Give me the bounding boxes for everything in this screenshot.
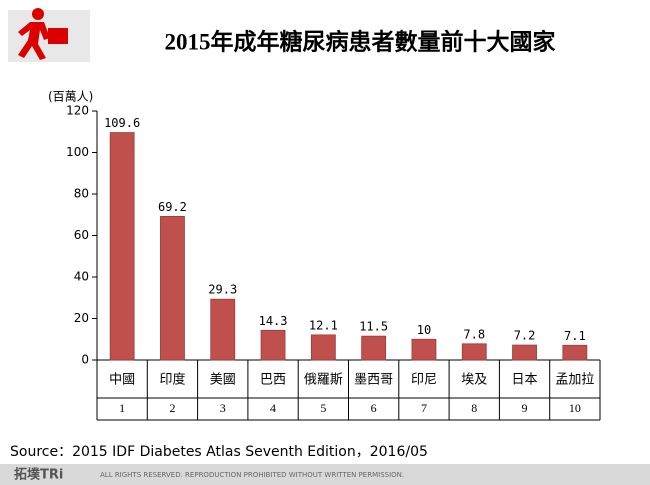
y-tick-label: 40 <box>74 270 89 284</box>
x-tick-label: 俄羅斯 <box>304 373 343 388</box>
y-tick-label: 120 <box>66 104 89 118</box>
footer-bar <box>0 464 650 485</box>
x-tick-label: 美國 <box>210 373 236 388</box>
y-tick-label: 80 <box>74 187 89 201</box>
bar <box>411 338 437 361</box>
bar <box>461 343 487 361</box>
value-label: 14.3 <box>259 314 288 328</box>
value-label: 109.6 <box>104 116 140 130</box>
footer-logo: 拓墣TRi <box>14 467 63 483</box>
bar <box>160 216 185 361</box>
rank-label: 3 <box>220 401 226 415</box>
rank-label: 10 <box>569 401 581 415</box>
x-tick-label: 埃及 <box>461 373 487 388</box>
x-tick-label: 日本 <box>512 373 538 388</box>
x-tick-label: 印尼 <box>411 373 437 388</box>
value-label: 7.1 <box>564 329 586 343</box>
value-label: 7.8 <box>463 327 485 341</box>
x-tick-label: 孟加拉 <box>555 373 594 388</box>
rank-label: 7 <box>421 401 427 415</box>
chart-title: 2015年成年糖尿病患者數量前十大國家 <box>165 28 556 54</box>
value-label: 29.3 <box>208 283 237 297</box>
value-label: 7.2 <box>514 329 536 343</box>
bar <box>512 344 537 361</box>
footer-notice: ALL RIGHTS RESERVED. REPRODUCTION PROHIB… <box>100 471 404 479</box>
y-tick-label: 0 <box>81 353 89 367</box>
bar <box>361 335 387 361</box>
bar <box>310 334 336 361</box>
x-tick-label: 巴西 <box>260 373 286 388</box>
rank-label: 1 <box>119 401 125 415</box>
x-tick-label: 印度 <box>159 372 185 388</box>
bar <box>260 329 286 361</box>
plot: 0 20 40 60 80 100 120 109.6 中國 1 69.2 印度 2 29.3 美國 3 14.… <box>66 104 601 421</box>
value-label: 10 <box>417 323 431 337</box>
bar <box>210 298 236 361</box>
value-label: 12.1 <box>309 318 338 332</box>
value-label: 69.2 <box>158 200 187 214</box>
bar <box>562 344 588 361</box>
y-axis-label: (百萬人) <box>48 90 93 104</box>
logo-icon <box>8 8 90 62</box>
rank-label: 6 <box>371 401 377 415</box>
y-tick-label: 60 <box>74 228 89 242</box>
y-tick-label: 20 <box>74 311 89 325</box>
x-tick-label: 中國 <box>109 373 135 388</box>
y-tick-label: 100 <box>66 145 89 159</box>
rank-label: 2 <box>169 401 175 415</box>
rank-label: 8 <box>471 401 477 415</box>
rank-label: 5 <box>320 401 326 415</box>
value-label: 11.5 <box>359 320 388 334</box>
rank-label: 4 <box>270 401 276 415</box>
source: Source：2015 IDF Diabetes Atlas Seventh E… <box>10 444 428 460</box>
rank-label: 9 <box>522 401 528 415</box>
bar <box>109 132 135 361</box>
x-tick-label: 墨西哥 <box>354 373 393 388</box>
